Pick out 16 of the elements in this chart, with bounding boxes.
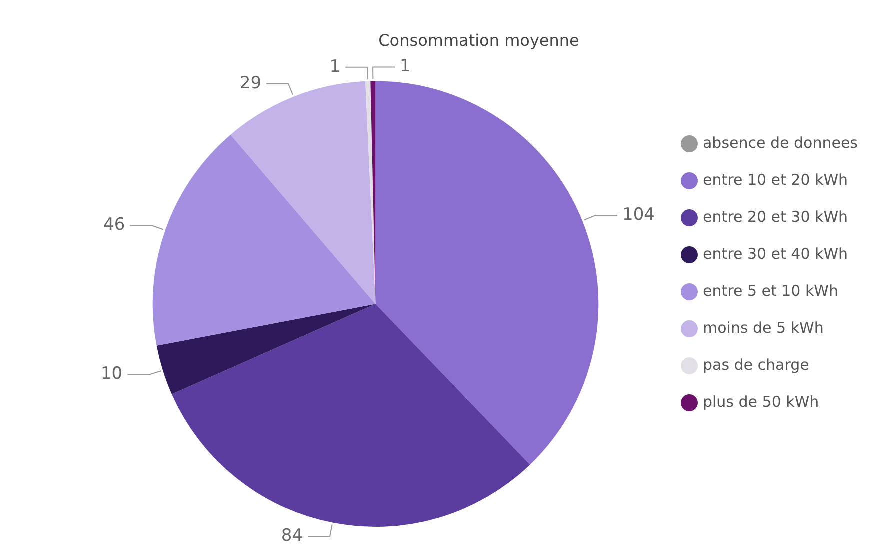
data-label: 29	[240, 73, 262, 94]
legend-label: plus de 50 kWh	[702, 392, 820, 411]
legend-label: moins de 5 kWh	[702, 318, 824, 337]
legend-label: entre 10 et 20 kWh	[702, 170, 848, 189]
data-label: 1	[330, 56, 341, 77]
data-label: 10	[100, 364, 123, 384]
legend-label: entre 30 et 40 kWh	[702, 244, 848, 263]
legend-label: entre 5 et 10 kWh	[702, 282, 839, 300]
legend-label: absence de donnees	[702, 134, 858, 152]
legend-label: entre 20 et 30 kWh	[702, 208, 848, 226]
legend-label: pas de charge	[702, 356, 810, 374]
data-label: 84	[281, 526, 304, 546]
data-label: 104	[622, 205, 655, 226]
data-label: 1	[400, 56, 411, 77]
data-label: 46	[104, 215, 126, 236]
chart-title: Consommation moyenne	[378, 30, 580, 50]
